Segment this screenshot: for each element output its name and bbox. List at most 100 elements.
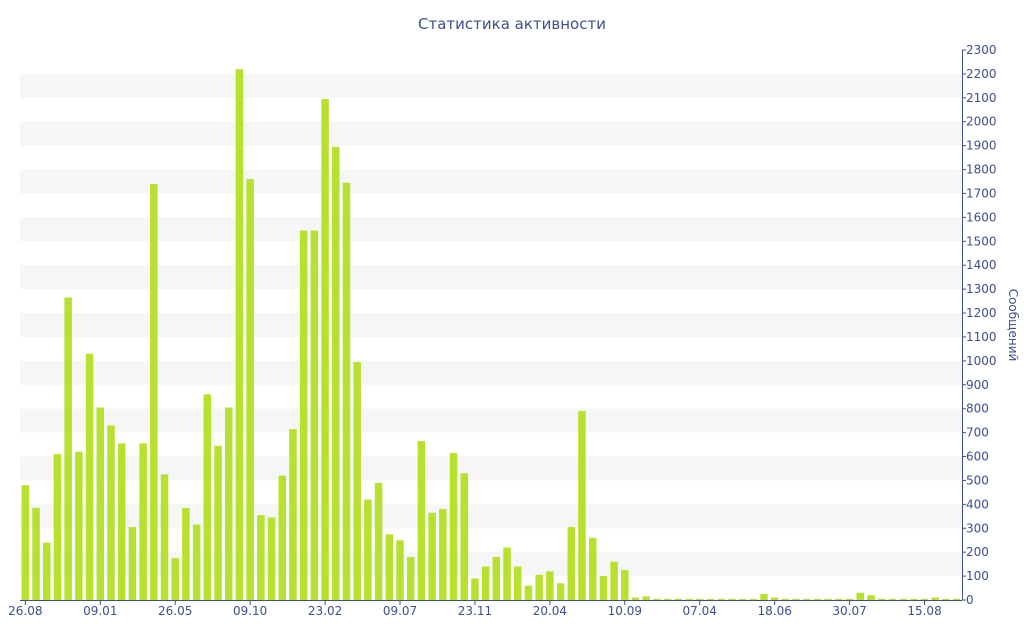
x-tick-label: 09.10 (233, 604, 267, 618)
x-ticks-group: 26.08 09.01 26.05 09.10 23.02 09.07 23.11 20.04… (8, 600, 942, 618)
bar (588, 537, 597, 600)
bar (653, 598, 661, 600)
bar (931, 597, 939, 600)
bar (96, 407, 105, 600)
x-tick-label: 07.04 (683, 604, 717, 618)
y-tick-label: 600 (966, 450, 989, 464)
bar (332, 146, 340, 600)
bar (535, 574, 543, 600)
bar (813, 598, 822, 600)
bar (952, 598, 961, 600)
bar (417, 440, 426, 600)
bar (246, 179, 254, 600)
bar (824, 598, 832, 600)
bar (150, 183, 158, 600)
grid-band (20, 73, 962, 98)
bar (321, 99, 329, 601)
bar (289, 429, 297, 600)
y-tick-label: 1600 (966, 210, 997, 224)
grid-band (20, 504, 962, 529)
bar (374, 482, 383, 600)
bar (267, 517, 276, 600)
x-tick-label: 20.04 (533, 604, 567, 618)
bar (910, 598, 918, 600)
x-tick-label: 26.05 (158, 604, 192, 618)
bar (546, 571, 554, 600)
grid-band (20, 121, 962, 146)
grid-band (20, 552, 962, 577)
bar (21, 485, 30, 600)
grid-band (20, 169, 962, 194)
bar (160, 474, 169, 600)
y-tick-label: 1300 (966, 282, 997, 296)
x-tick-label: 23.11 (458, 604, 492, 618)
bar (32, 507, 40, 600)
bar (888, 598, 897, 600)
y-tick-label: 1700 (966, 186, 997, 200)
y-tick-label: 100 (966, 569, 989, 583)
grid-band (20, 313, 962, 337)
bar (695, 598, 704, 600)
bar (856, 592, 865, 600)
bar (835, 598, 843, 600)
bar (385, 534, 394, 600)
bar (171, 558, 179, 600)
y-axis-title: Сообщений (1006, 289, 1020, 362)
chart-title: Статистика активности (418, 15, 606, 33)
bar (781, 598, 790, 600)
y-tick-label: 900 (966, 378, 989, 392)
y-tick-label: 1400 (966, 258, 997, 272)
grid-band (20, 265, 962, 290)
y-tick-label: 500 (966, 473, 989, 487)
bar (75, 451, 83, 600)
bar (674, 598, 683, 600)
y-tick-label: 2100 (966, 91, 997, 105)
bar (214, 445, 222, 600)
bar (610, 561, 618, 600)
bar (64, 297, 72, 600)
bar (53, 454, 62, 600)
bar (706, 598, 715, 600)
bar (139, 443, 147, 600)
bar (524, 585, 533, 600)
y-tick-label: 200 (966, 545, 989, 559)
y-tick-label: 2300 (966, 43, 997, 57)
x-tick-label: 26.08 (8, 604, 42, 618)
bar (760, 594, 768, 600)
bar (942, 598, 950, 600)
x-tick-label: 15.08 (907, 604, 941, 618)
bar (631, 597, 640, 600)
bar (685, 598, 693, 600)
bar (492, 556, 501, 600)
bar (396, 540, 404, 600)
bar (224, 407, 233, 600)
bar (728, 598, 736, 600)
y-tick-label: 2000 (966, 115, 997, 129)
axes-group (20, 50, 963, 601)
bar (770, 597, 779, 600)
bar (867, 595, 875, 600)
y-tick-label: 400 (966, 497, 989, 511)
grid-band (20, 217, 962, 242)
bar (567, 527, 576, 600)
bar (717, 598, 725, 600)
y-tick-label: 300 (966, 521, 989, 535)
bar (642, 596, 650, 600)
bar (899, 598, 907, 600)
bar (107, 425, 115, 600)
grid-band (20, 408, 962, 433)
bar (128, 527, 137, 600)
bar (471, 578, 479, 600)
y-tick-label: 1000 (966, 354, 997, 368)
bar (738, 598, 747, 600)
bar (353, 362, 361, 600)
y-tick-label: 1900 (966, 139, 997, 153)
x-tick-label: 30.07 (832, 604, 866, 618)
bar (749, 598, 757, 600)
bar (503, 547, 511, 600)
x-tick-label: 18.06 (757, 604, 791, 618)
bar (203, 394, 212, 600)
bar (920, 598, 929, 600)
y-tick-label: 1200 (966, 306, 997, 320)
